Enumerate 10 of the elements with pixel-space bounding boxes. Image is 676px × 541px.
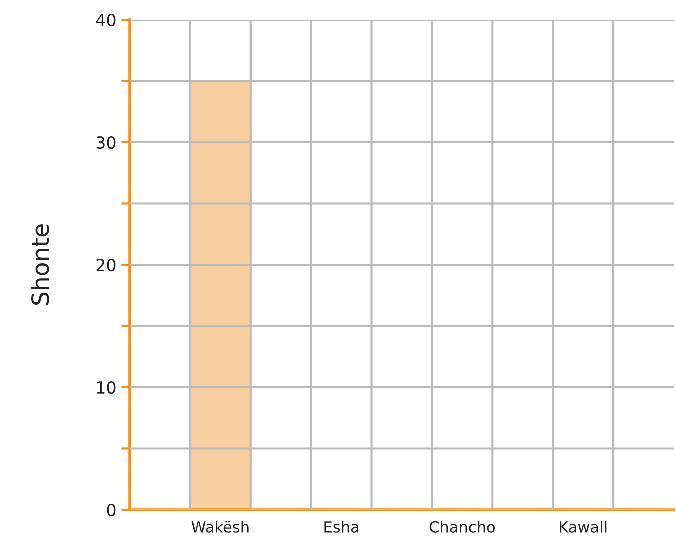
x-tick-label: Esha	[324, 521, 358, 533]
y-axis-title: Shonte	[31, 224, 50, 306]
y-tick-label: 10	[97, 381, 116, 394]
x-tick-label: Wakësh	[192, 521, 249, 533]
x-tick-label: Chancho	[430, 521, 496, 533]
y-tick-label: 40	[96, 14, 116, 27]
y-tick-label: 0	[107, 504, 116, 517]
y-tick-label: 20	[96, 258, 116, 272]
x-tick-label: Kawall	[560, 521, 607, 533]
y-tick-label: 30	[96, 136, 116, 150]
